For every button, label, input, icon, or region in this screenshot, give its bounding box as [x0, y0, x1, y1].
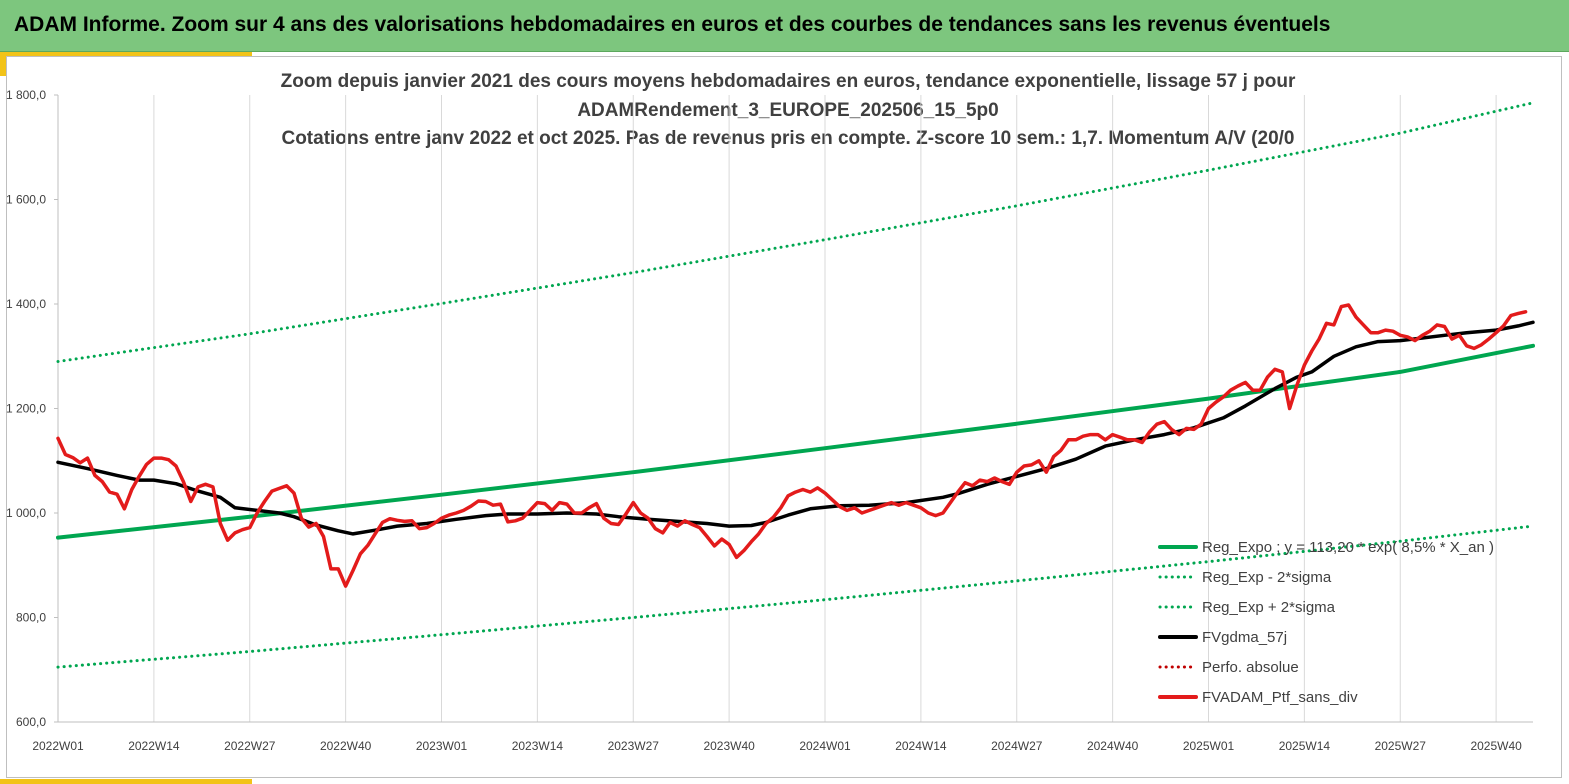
y-tick-label: 600,0 — [16, 715, 46, 729]
x-tick-label: 2025W14 — [1279, 739, 1331, 753]
x-tick-label: 2023W14 — [512, 739, 564, 753]
legend-label-reg_expo: Reg_Expo ; y = 113,20 * exp( 8,5% * X_an… — [1202, 539, 1494, 556]
legend-label-plus: Reg_Exp + 2*sigma — [1202, 599, 1336, 616]
accent-bar-bottom — [0, 779, 252, 784]
x-tick-label: 2023W40 — [703, 739, 755, 753]
accent-bar-top — [0, 52, 252, 56]
chart-title-line-2: ADAMRendement_3_EUROPE_202506_15_5p0 — [577, 100, 999, 121]
y-tick-label: 800,0 — [16, 611, 46, 625]
series-line-minus — [56, 524, 1535, 669]
series-line-plus — [56, 101, 1535, 363]
page-title: ADAM Informe. Zoom sur 4 ans des valoris… — [14, 13, 1331, 36]
series-line-ptf — [56, 303, 1528, 588]
y-tick-label: 1 200,0 — [6, 402, 46, 416]
x-tick-label: 2025W40 — [1470, 739, 1522, 753]
x-tick-label: 2024W27 — [991, 739, 1043, 753]
legend-label-gdma: FVgdma_57j — [1202, 629, 1287, 646]
accent-bar-side — [0, 52, 7, 76]
legend-label-ptf: FVADAM_Ptf_sans_div — [1202, 689, 1358, 706]
y-tick-label: 1 600,0 — [6, 193, 46, 207]
x-tick-label: 2022W14 — [128, 739, 180, 753]
x-tick-label: 2022W27 — [224, 739, 276, 753]
x-tick-label: 2022W40 — [320, 739, 372, 753]
x-tick-label: 2024W14 — [895, 739, 947, 753]
x-tick-label: 2025W01 — [1183, 739, 1235, 753]
y-tick-label: 1 400,0 — [6, 297, 46, 311]
series-line-reg_expo — [56, 343, 1535, 540]
chart-title-line-3: Cotations entre janv 2022 et oct 2025. P… — [281, 128, 1295, 149]
x-tick-label: 2025W27 — [1375, 739, 1427, 753]
legend-label-perfo: Perfo. absolue — [1202, 659, 1299, 676]
chart-frame — [6, 56, 1562, 778]
y-tick-label: 1 800,0 — [6, 88, 46, 102]
chart-title-line-1: Zoom depuis janvier 2021 des cours moyen… — [280, 71, 1296, 92]
x-tick-label: 2023W01 — [416, 739, 468, 753]
x-tick-label: 2022W01 — [32, 739, 84, 753]
y-tick-label: 1 000,0 — [6, 506, 46, 520]
legend-label-minus: Reg_Exp - 2*sigma — [1202, 569, 1332, 586]
x-tick-label: 2023W27 — [608, 739, 660, 753]
x-tick-label: 2024W01 — [799, 739, 851, 753]
app-header: ADAM Informe. Zoom sur 4 ans des valoris… — [0, 0, 1569, 52]
x-tick-label: 2024W40 — [1087, 739, 1139, 753]
